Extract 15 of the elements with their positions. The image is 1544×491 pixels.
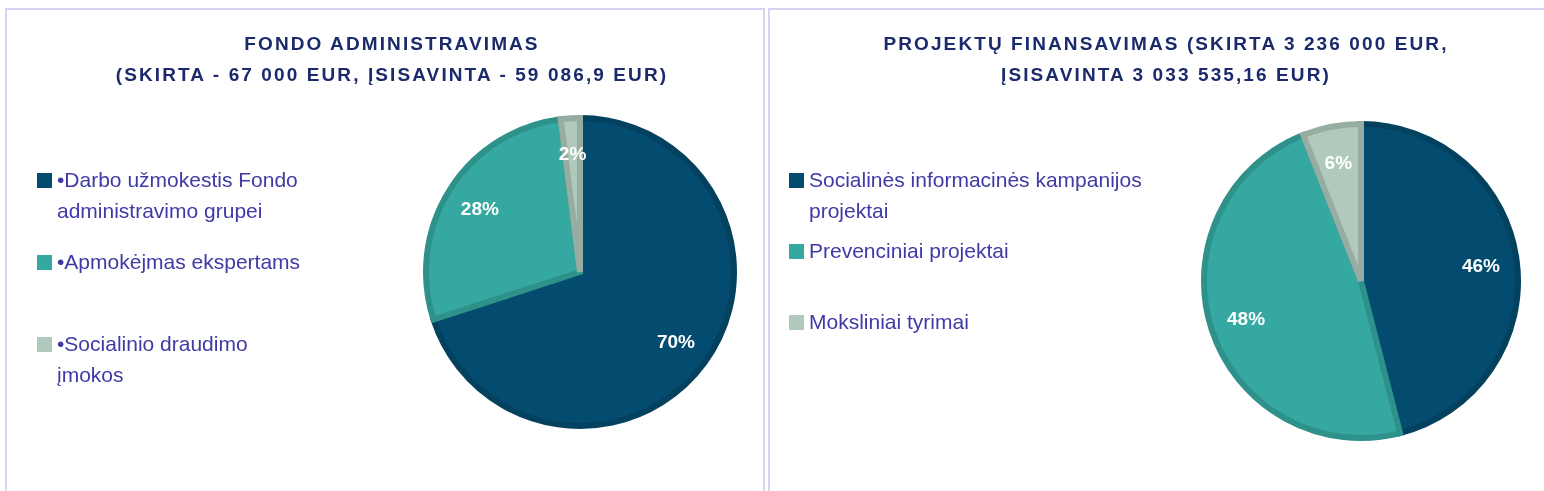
legend-label: •Apmokėjmas ekspertams — [57, 249, 302, 275]
legend-label: Moksliniai tyrimai — [809, 309, 970, 335]
data-label: 48% — [1227, 307, 1266, 329]
pie-slice — [1300, 121, 1364, 284]
legend-label: •Socialinio draudimo įmokos — [57, 331, 249, 388]
data-label: 28% — [460, 197, 499, 219]
legend-label: Socialinės informacinės kampanijos projektai — [809, 167, 1143, 224]
data-label: 70% — [656, 331, 696, 353]
data-label: 6% — [1324, 151, 1353, 173]
legend-label: •Darbo užmokestis Fondo administravimo grupei — [57, 167, 299, 224]
chart-title: PROJEKTŲ FINANSAVIMAS (SKIRTA 3 236 000 EUR, ĮSISAVINTA 3 033 535,16 EUR) — [883, 32, 1449, 87]
data-label: 46% — [1461, 255, 1501, 277]
legend-label: Prevenciniai projektai — [809, 238, 1010, 264]
pie-slice — [1201, 132, 1404, 441]
chart-title: FONDO ADMINISTRAVIMAS (SKIRTA - 67 000 EUR, ĮSISAVINTA - 59 086,9 EUR) — [115, 32, 669, 87]
